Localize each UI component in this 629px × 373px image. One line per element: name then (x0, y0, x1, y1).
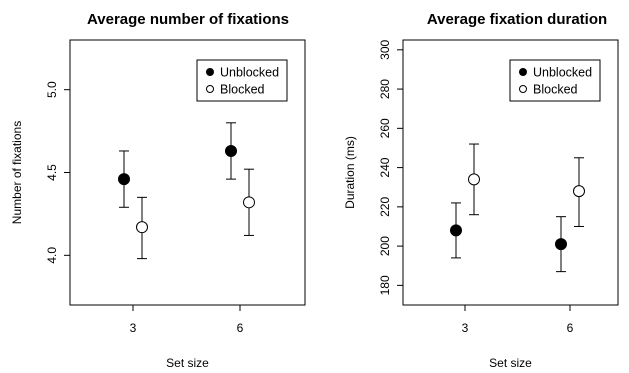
legend: Unblocked Blocked (196, 59, 288, 102)
legend-box (509, 59, 601, 102)
chart-title: Average fixation duration (427, 11, 607, 28)
legend-label: Blocked (220, 83, 265, 97)
legend-label: Unblocked (220, 66, 279, 80)
y-axis: 180 200 220 240 260 280 300 (378, 39, 403, 295)
series-blocked (136, 168, 255, 260)
y-axis-label: Number of fixations (10, 121, 24, 224)
legend-marker (519, 85, 527, 93)
legend-marker (519, 68, 527, 76)
legend-box (196, 59, 288, 102)
x-tick-label: 3 (462, 321, 469, 335)
legend-label: Blocked (533, 83, 578, 97)
x-axis-label: Set size (166, 356, 209, 370)
series-unblocked (118, 122, 237, 208)
legend-label: Unblocked (533, 66, 592, 80)
data-point (555, 238, 567, 251)
y-axis: 4.0 4.5 5.0 (45, 81, 70, 264)
y-tick-label: 4.0 (45, 247, 59, 264)
y-tick-label: 280 (378, 79, 392, 99)
x-tick-label: 3 (130, 321, 137, 335)
y-tick-label: 4.5 (45, 164, 59, 181)
y-tick-label: 200 (378, 236, 392, 256)
y-tick-label: 300 (378, 39, 392, 59)
data-point (468, 173, 480, 186)
y-tick-label: 220 (378, 197, 392, 217)
data-point (225, 144, 237, 157)
y-axis-label: Duration (ms) (343, 136, 357, 209)
y-tick-label: 260 (378, 118, 392, 138)
x-tick-label: 6 (237, 321, 244, 335)
data-point (573, 185, 585, 198)
y-tick-label: 240 (378, 157, 392, 177)
plot-frame (402, 39, 619, 306)
legend: Unblocked Blocked (509, 59, 601, 102)
data-point (118, 173, 130, 186)
y-tick-label: 5.0 (45, 81, 59, 98)
y-tick-label: 180 (378, 275, 392, 295)
chart-title: Average number of fixations (87, 11, 289, 28)
data-point (243, 196, 255, 209)
data-point (136, 221, 148, 234)
series-unblocked (450, 202, 567, 273)
x-tick-label: 6 (567, 321, 574, 335)
x-axis-label: Set size (489, 356, 532, 370)
series-blocked (468, 143, 585, 227)
legend-marker (206, 68, 214, 76)
data-point (450, 224, 462, 237)
legend-marker (206, 85, 214, 93)
